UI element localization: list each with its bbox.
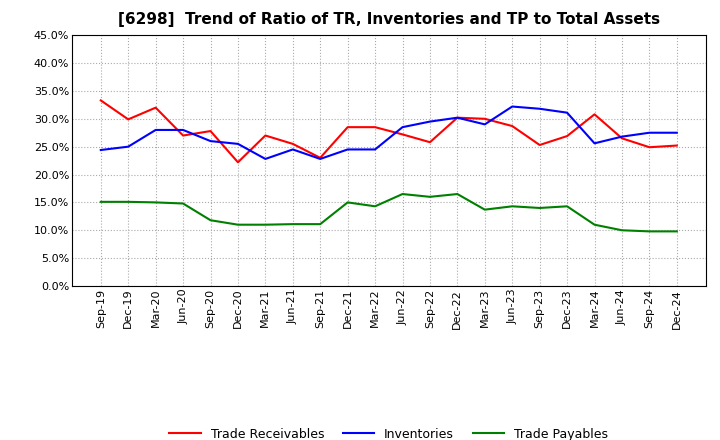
Trade Receivables [398,132,407,137]
Trade Payables [96,199,105,205]
Inventories [536,106,544,111]
Inventories [96,147,105,153]
Trade Receivables [96,98,105,103]
Trade Payables [645,229,654,234]
Inventories [618,134,626,139]
Trade Payables [618,227,626,233]
Trade Receivables [261,133,270,138]
Trade Receivables [480,116,489,121]
Inventories [289,147,297,152]
Trade Receivables [179,133,187,138]
Trade Receivables [233,160,242,165]
Trade Receivables [151,105,160,110]
Trade Payables [124,199,132,205]
Trade Receivables [289,141,297,147]
Trade Payables [179,201,187,206]
Trade Receivables [536,143,544,148]
Trade Payables [426,194,434,199]
Inventories [343,147,352,152]
Trade Payables [261,222,270,227]
Trade Receivables [206,128,215,134]
Inventories [480,122,489,127]
Trade Payables [536,205,544,211]
Trade Payables [453,191,462,197]
Trade Receivables [124,117,132,122]
Trade Receivables [508,123,516,128]
Trade Payables [151,200,160,205]
Trade Payables [289,221,297,227]
Trade Receivables [316,155,325,161]
Line: Trade Receivables: Trade Receivables [101,100,677,162]
Trade Payables [480,207,489,212]
Trade Payables [672,229,681,234]
Trade Receivables [343,125,352,130]
Trade Receivables [563,133,572,139]
Inventories [398,125,407,130]
Trade Payables [590,222,599,227]
Inventories [672,130,681,136]
Trade Payables [343,200,352,205]
Inventories [371,147,379,152]
Inventories [151,127,160,132]
Inventories [645,130,654,136]
Trade Payables [206,218,215,223]
Trade Payables [563,204,572,209]
Title: [6298]  Trend of Ratio of TR, Inventories and TP to Total Assets: [6298] Trend of Ratio of TR, Inventories… [118,12,660,27]
Inventories [124,144,132,149]
Inventories [206,139,215,144]
Trade Payables [316,221,325,227]
Trade Payables [398,191,407,197]
Line: Trade Payables: Trade Payables [101,194,677,231]
Inventories [563,110,572,115]
Line: Inventories: Inventories [101,106,677,159]
Trade Receivables [672,143,681,148]
Trade Receivables [618,136,626,141]
Trade Payables [233,222,242,227]
Inventories [590,141,599,146]
Trade Payables [371,204,379,209]
Inventories [508,104,516,109]
Trade Receivables [426,139,434,145]
Trade Receivables [645,145,654,150]
Inventories [453,115,462,120]
Trade Receivables [453,115,462,120]
Inventories [426,119,434,124]
Trade Payables [508,204,516,209]
Trade Receivables [590,112,599,117]
Inventories [233,141,242,147]
Legend: Trade Receivables, Inventories, Trade Payables: Trade Receivables, Inventories, Trade Pa… [164,423,613,440]
Trade Receivables [371,125,379,130]
Inventories [316,156,325,161]
Inventories [179,127,187,132]
Inventories [261,156,270,161]
